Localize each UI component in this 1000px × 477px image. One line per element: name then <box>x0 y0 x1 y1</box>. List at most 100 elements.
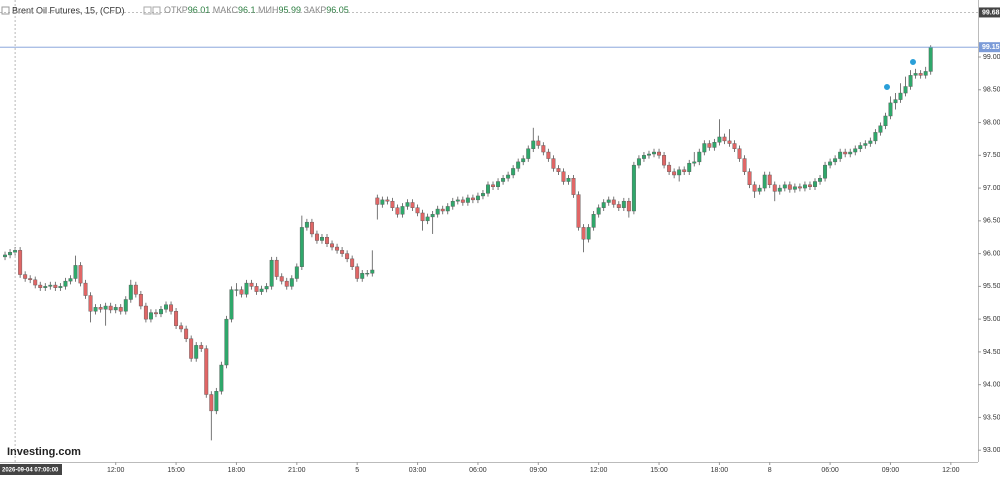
candle-body <box>702 143 707 153</box>
event-marker[interactable] <box>909 58 917 66</box>
candle-body <box>174 311 179 326</box>
close-icon[interactable] <box>152 6 161 15</box>
candle-body <box>284 280 289 287</box>
candle-body <box>279 276 284 282</box>
candle-body <box>229 289 234 320</box>
close-value: 96.05 <box>326 5 349 15</box>
candle-body <box>631 164 636 212</box>
x-tick-label: 12:00 <box>590 467 608 474</box>
candle-body <box>762 174 767 189</box>
candle-body <box>405 202 410 207</box>
candle-body <box>853 148 858 153</box>
x-tick-label: 5 <box>355 467 359 474</box>
candle-body <box>380 199 385 205</box>
candle-body <box>3 254 7 258</box>
candle-body <box>496 181 501 187</box>
candle-body <box>73 265 78 279</box>
y-tick-label: 94.00 <box>983 382 1000 389</box>
candle-body <box>672 171 677 176</box>
candle-body <box>309 221 314 235</box>
candle-body <box>330 243 334 248</box>
candle-body <box>717 136 722 143</box>
candle-body <box>692 161 697 164</box>
candle-body <box>138 294 143 307</box>
candle-body <box>103 305 108 310</box>
candle-body <box>159 309 163 315</box>
candle-body <box>782 184 787 189</box>
x-tick-label: 03:00 <box>409 467 427 474</box>
candle-body <box>903 86 908 94</box>
x-tick-label: 06:00 <box>469 467 487 474</box>
candle-body <box>289 278 294 287</box>
candle-body <box>179 325 184 330</box>
candle-body <box>511 168 516 176</box>
candle-body <box>169 304 174 312</box>
candle-body <box>415 207 420 214</box>
open-label: ОТКР <box>164 5 188 15</box>
high-value: 96.1 <box>238 5 256 15</box>
candle-body <box>707 143 712 148</box>
candle-body <box>269 259 274 287</box>
candle-body <box>475 195 480 201</box>
candle-body <box>923 71 928 76</box>
candle-body <box>455 199 460 202</box>
low-label: МИН <box>258 5 278 15</box>
candle-body <box>526 148 531 159</box>
candle-body <box>123 299 128 312</box>
candle-body <box>481 193 485 197</box>
candle-body <box>873 132 878 142</box>
candle-body <box>214 391 219 412</box>
y-tick-label: 96.50 <box>983 218 1000 225</box>
plot-area <box>3 45 933 441</box>
candle-body <box>491 184 495 187</box>
candle-body <box>410 202 415 208</box>
candle-body <box>536 140 541 146</box>
candle-body <box>28 278 33 281</box>
event-marker[interactable] <box>883 83 891 91</box>
candle-body <box>626 200 631 212</box>
candle-body <box>732 143 737 149</box>
candle-body <box>742 158 747 172</box>
candle-body <box>802 184 807 189</box>
candle-body <box>636 158 641 166</box>
x-tick-label: 12:00 <box>942 467 960 474</box>
candle-body <box>48 284 53 287</box>
y-tick-label: 94.50 <box>983 349 1000 356</box>
candle-body <box>591 214 596 228</box>
candle-body <box>375 197 380 205</box>
x-tick-label: 06:00 <box>821 467 839 474</box>
candle-body <box>531 140 536 149</box>
candle-body <box>8 252 13 256</box>
candle-body <box>274 259 279 277</box>
candle-body <box>913 73 918 76</box>
candle-body <box>621 200 626 208</box>
candle-body <box>712 142 717 148</box>
candle-body <box>93 307 98 312</box>
settings-icon[interactable] <box>143 6 152 15</box>
candle-body <box>390 200 395 208</box>
candle-body <box>143 305 148 320</box>
candle-body <box>823 164 828 179</box>
candle-body <box>355 266 360 279</box>
candle-body <box>420 212 425 222</box>
candle-body <box>58 286 63 288</box>
candle-body <box>611 199 616 205</box>
candle-body <box>581 227 586 240</box>
candle-body <box>838 151 843 159</box>
candle-body <box>878 125 883 133</box>
collapse-icon[interactable] <box>1 6 10 15</box>
candle-body <box>43 286 48 288</box>
candle-body <box>501 178 506 182</box>
candle-body <box>204 348 209 395</box>
last-price-box <box>979 42 1000 53</box>
candle-body <box>556 168 561 172</box>
candle-body <box>38 284 43 288</box>
candle-body <box>662 155 667 166</box>
candle-body <box>239 289 244 295</box>
candle-body <box>370 269 375 274</box>
candle-body <box>596 207 601 215</box>
high-label: МАКС <box>213 5 239 15</box>
candle-body <box>78 265 83 284</box>
candle-body <box>928 46 933 72</box>
